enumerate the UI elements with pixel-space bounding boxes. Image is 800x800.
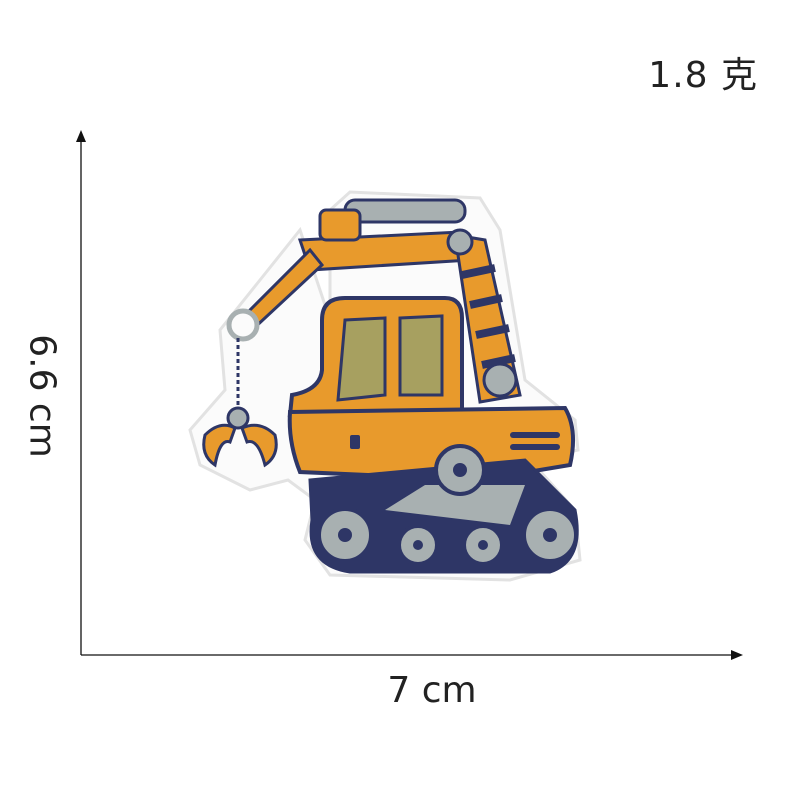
boom-arm: [237, 198, 522, 404]
excavator-patch-image: [188, 190, 582, 582]
claw-hook: [202, 308, 278, 468]
crawler-tracks: [308, 444, 579, 574]
cab-window-right: [398, 314, 444, 397]
vertical-arrow-head: [76, 130, 86, 142]
width-dimension-label: 7 cm: [387, 670, 477, 711]
horizontal-arrow-head: [731, 650, 743, 660]
weight-label: 1.8 克: [648, 55, 758, 96]
excavator-body: [287, 296, 576, 483]
height-dimension-label: 6.6 cm: [21, 334, 63, 458]
cab-window-left: [336, 316, 387, 402]
